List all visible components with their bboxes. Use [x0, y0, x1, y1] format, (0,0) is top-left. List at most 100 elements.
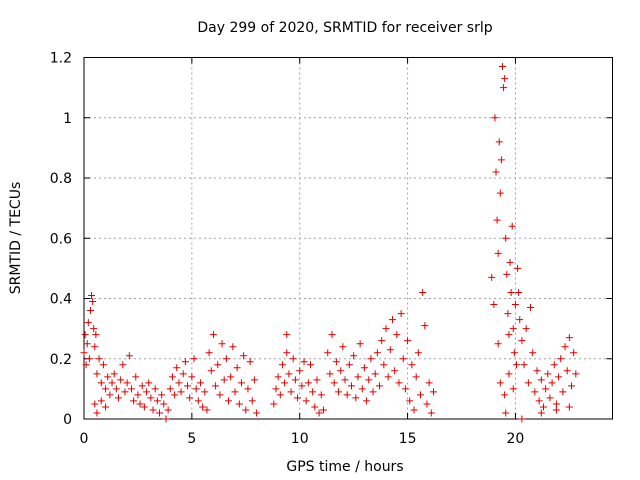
data-point: [494, 340, 502, 348]
data-point: [343, 391, 351, 399]
data-point: [298, 382, 306, 390]
data-point: [497, 156, 505, 164]
data-point: [242, 406, 250, 414]
y-tick-label: 0.8: [50, 171, 72, 187]
data-point: [270, 400, 278, 408]
data-point: [529, 349, 537, 357]
data-point: [429, 388, 437, 396]
data-point: [492, 168, 500, 176]
data-point: [90, 325, 98, 333]
data-point: [339, 343, 347, 351]
x-tick-label: 10: [291, 431, 309, 447]
data-point: [143, 388, 151, 396]
data-point: [97, 379, 105, 387]
data-point: [93, 409, 101, 417]
data-point: [518, 415, 526, 423]
data-point: [214, 361, 222, 369]
data-point: [360, 364, 368, 372]
data-point: [156, 409, 163, 417]
data-point: [207, 367, 215, 375]
data-point: [509, 325, 517, 333]
data-point: [181, 358, 189, 366]
data-point: [491, 114, 499, 122]
chart-title: Day 299 of 2020, SRMTID for receiver srl…: [197, 20, 492, 36]
data-point: [493, 216, 501, 224]
data-point: [527, 304, 535, 312]
data-point: [162, 415, 170, 423]
data-point: [568, 382, 576, 390]
data-point: [199, 403, 207, 411]
data-point: [158, 391, 166, 399]
data-point: [509, 385, 517, 393]
data-point: [84, 319, 92, 327]
data-point: [324, 349, 332, 357]
data-point: [371, 370, 379, 378]
data-point: [330, 379, 338, 387]
data-point: [160, 400, 168, 408]
data-point: [149, 406, 157, 414]
data-point: [248, 397, 256, 405]
data-point: [184, 382, 192, 390]
data-point: [216, 391, 224, 399]
data-point: [315, 409, 323, 417]
data-point: [524, 379, 532, 387]
data-point: [92, 331, 100, 339]
data-point: [386, 346, 394, 354]
data-point: [281, 379, 289, 387]
data-point: [425, 379, 433, 387]
y-tick-label: 1: [63, 111, 72, 127]
data-point: [136, 400, 144, 408]
data-point: [188, 373, 196, 381]
data-point: [289, 355, 297, 363]
data-point: [93, 370, 101, 378]
data-point: [253, 409, 261, 417]
data-point: [548, 379, 556, 387]
data-point: [123, 379, 131, 387]
data-point: [194, 397, 202, 405]
data-point: [514, 264, 522, 272]
data-point: [205, 349, 213, 357]
data-point: [317, 391, 325, 399]
data-point: [552, 406, 560, 414]
data-point: [515, 288, 523, 296]
x-tick-label: 15: [399, 431, 417, 447]
data-point: [89, 298, 97, 306]
data-point: [365, 376, 373, 384]
data-point: [240, 352, 248, 360]
data-point: [376, 382, 384, 390]
data-point: [104, 373, 112, 381]
data-point: [80, 349, 88, 357]
data-point: [132, 373, 140, 381]
y-tick-label: 0.2: [50, 352, 72, 368]
data-point: [147, 394, 155, 402]
data-point: [287, 388, 295, 396]
data-point: [399, 355, 407, 363]
data-point: [542, 385, 550, 393]
data-point: [97, 397, 105, 405]
data-point: [496, 379, 504, 387]
data-point: [404, 337, 412, 345]
data-point: [332, 358, 340, 366]
data-point: [363, 397, 371, 405]
data-point: [537, 409, 545, 417]
data-point: [140, 403, 148, 411]
y-tick-label: 0.4: [50, 292, 72, 308]
data-point: [565, 403, 573, 411]
data-point: [563, 367, 571, 375]
data-point: [350, 352, 358, 360]
data-point: [494, 249, 502, 257]
data-point: [102, 385, 110, 393]
data-point: [508, 222, 516, 230]
data-point: [138, 382, 146, 390]
data-point: [537, 376, 545, 384]
data-point: [192, 385, 200, 393]
data-point: [501, 75, 509, 83]
data-point: [412, 373, 420, 381]
data-point: [229, 343, 237, 351]
data-point: [175, 379, 183, 387]
data-point: [102, 403, 110, 411]
data-points: [80, 63, 580, 423]
data-point: [283, 349, 291, 357]
data-point: [112, 385, 120, 393]
